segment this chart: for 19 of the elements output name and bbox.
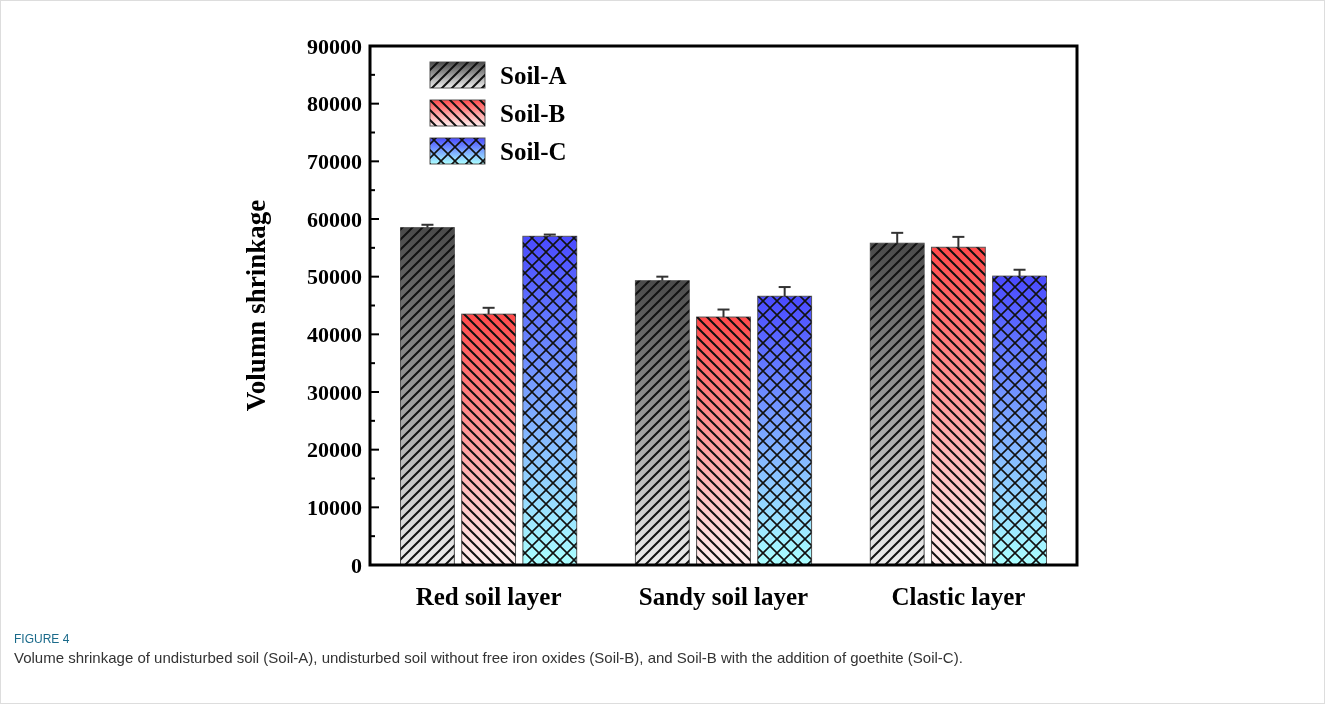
x-tick-label: Sandy soil layer bbox=[638, 583, 809, 610]
y-tick-label: 30000 bbox=[307, 379, 362, 405]
y-tick-label: 40000 bbox=[307, 322, 362, 348]
legend-label: Soil-C bbox=[500, 137, 567, 165]
x-tick-label: Clastic layer bbox=[891, 583, 1026, 610]
y-tick-label: 0 bbox=[351, 552, 362, 578]
y-tick-label: 90000 bbox=[307, 33, 362, 59]
text: Volume shrinkage of undisturbed soil (Soil-A), undisturbed soil without free iron oxides (Soil-B), and Soil-B with the addition of goethite (Soil-C). bbox=[14, 649, 963, 666]
y-tick-label: 10000 bbox=[307, 495, 362, 521]
x-tick-label: Red soil layer bbox=[415, 583, 562, 610]
caption: FIGURE 4 bbox=[14, 632, 70, 646]
legend-label: Soil-A bbox=[500, 61, 567, 89]
y-tick-label: 20000 bbox=[307, 437, 362, 463]
legend-label: Soil-B bbox=[500, 99, 566, 127]
y-axis-title: Volumn shrinkage bbox=[241, 199, 271, 412]
y-tick-label: 50000 bbox=[307, 264, 362, 290]
y-tick-label: 70000 bbox=[307, 149, 362, 175]
y-tick-label: 80000 bbox=[307, 91, 362, 117]
y-tick-label: 60000 bbox=[307, 206, 362, 232]
